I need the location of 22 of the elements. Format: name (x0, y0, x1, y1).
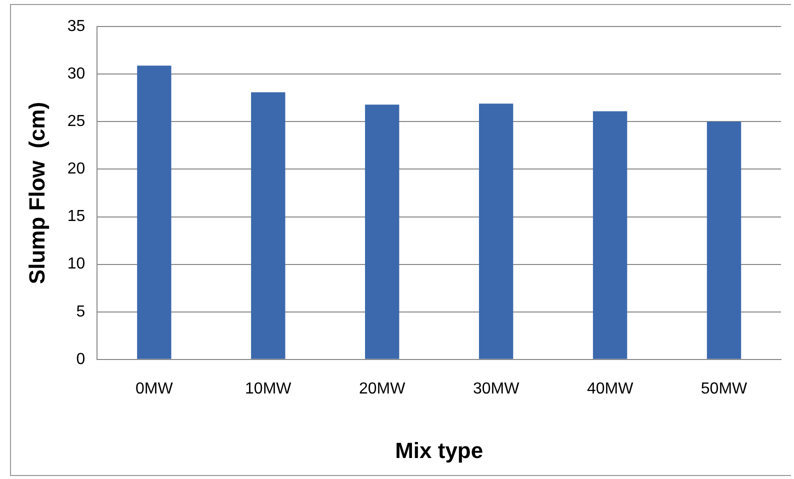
y-tick-label: 25 (67, 113, 86, 130)
x-tick-label: 0MW (136, 380, 174, 398)
x-tick-label: 30MW (472, 380, 520, 398)
y-tick-label: 15 (67, 208, 86, 226)
x-tick-label: 10MW (245, 380, 292, 398)
y-axis-title: Slump Flow (cm) (24, 102, 50, 284)
y-tick-label: 35 (67, 18, 86, 36)
y-tick-label: 0 (76, 350, 86, 368)
y-tick-label: 10 (67, 256, 86, 273)
bar (251, 92, 286, 359)
y-tick-label: 5 (76, 303, 86, 320)
x-tick-label: 40MW (586, 380, 634, 398)
y-tick-label: 30 (67, 66, 86, 83)
x-axis-title: Mix type (395, 438, 484, 463)
bar (592, 111, 628, 359)
x-tick-label: 50MW (700, 380, 748, 398)
bar (478, 104, 514, 359)
x-tick-label: 20MW (359, 380, 406, 398)
bar (365, 104, 400, 359)
bar (706, 122, 742, 359)
bar (137, 66, 172, 359)
y-tick-label: 20 (67, 160, 86, 178)
